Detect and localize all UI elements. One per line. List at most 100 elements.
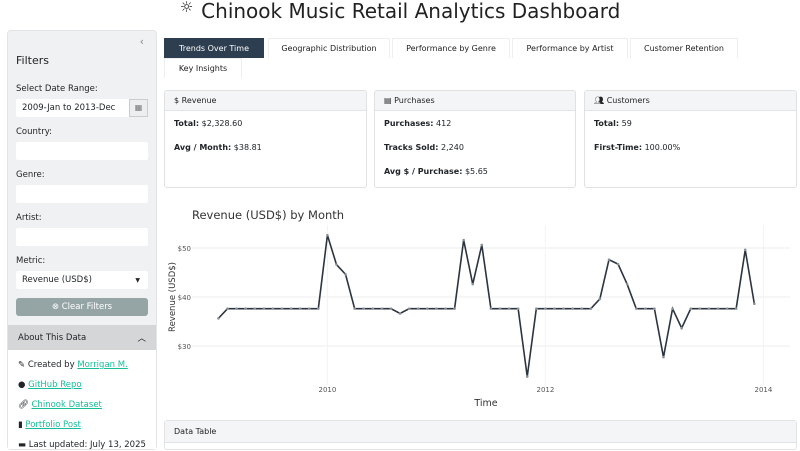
data-point — [344, 273, 347, 276]
data-point — [326, 233, 329, 237]
data-point — [371, 307, 375, 310]
data-point — [444, 307, 447, 310]
about-toggle[interactable]: About This Data ︿ — [8, 325, 156, 350]
data-point — [580, 307, 584, 310]
page-title: ☼ Chinook Music Retail Analytics Dashboar… — [179, 0, 621, 23]
data-point — [398, 312, 402, 315]
last-updated: Last updated: July 13, 2025 — [28, 440, 146, 450]
chevron-up-icon: ︿ — [137, 333, 146, 344]
calendar-icon: ▬ — [18, 440, 29, 450]
date-range-label: Select Date Range: — [16, 84, 98, 94]
x-tick-label: 2010 — [318, 386, 336, 394]
calendar-icon[interactable]: ▦ — [129, 99, 148, 117]
y-axis-label: Revenue (USD$) — [168, 262, 178, 332]
clear-icon: ⊗ — [51, 302, 62, 312]
caret-down-icon: ▼ — [135, 277, 140, 284]
data-point — [416, 307, 420, 310]
x-axis-label: Time — [473, 398, 497, 409]
data-point — [380, 307, 384, 310]
dataset-link[interactable]: Chinook Dataset — [31, 400, 102, 410]
users-icon: 👥︎ — [594, 96, 607, 105]
data-point — [616, 262, 620, 266]
data-point — [653, 307, 656, 310]
revenue-line — [217, 234, 756, 377]
github-link[interactable]: GitHub Repo — [28, 380, 82, 390]
data-point — [662, 355, 665, 359]
chevron-left-icon[interactable]: ‹ — [139, 35, 144, 48]
customers-card: 👥︎ Customers Total: 59 First-Time: 100.0… — [584, 90, 797, 188]
data-point — [625, 282, 629, 286]
github-icon: ● — [18, 380, 29, 390]
pen-icon: ✎ — [18, 360, 28, 370]
data-point — [235, 307, 238, 310]
data-point — [471, 282, 475, 286]
data-point — [707, 307, 711, 310]
data-point — [553, 307, 556, 310]
data-point — [426, 307, 429, 310]
data-point — [435, 307, 438, 310]
data-point — [716, 307, 720, 310]
tab-trends[interactable]: Trends Over Time — [164, 38, 264, 58]
data-point — [689, 307, 693, 310]
link-icon: 🔗︎ — [18, 400, 32, 410]
receipt-icon: ▤ — [384, 96, 395, 105]
data-point — [271, 307, 275, 310]
data-point — [262, 307, 266, 310]
sidebar: ‹ Filters Select Date Range: 2009-Jan to… — [7, 30, 157, 450]
data-point — [753, 302, 756, 306]
data-point — [562, 307, 565, 310]
data-table-title: Data Table — [165, 421, 796, 443]
tab-insights[interactable]: Key Insights — [164, 58, 242, 78]
purchases-card: ▤ Purchases Purchases: 412 Tracks Sold: … — [374, 90, 576, 188]
x-tick-label: 2012 — [536, 386, 554, 394]
tab-retention[interactable]: Customer Retention — [630, 38, 738, 58]
tab-artist[interactable]: Performance by Artist — [512, 38, 628, 58]
data-point — [544, 307, 547, 310]
data-point — [280, 307, 284, 310]
author-link[interactable]: Morrigan M. — [77, 360, 128, 370]
data-point — [589, 307, 593, 310]
data-point — [644, 307, 647, 310]
data-point — [535, 307, 538, 310]
artist-label: Artist: — [16, 213, 42, 223]
x-tick-label: 2014 — [754, 386, 772, 394]
data-point — [307, 307, 311, 310]
data-point — [480, 243, 484, 247]
artist-select[interactable] — [16, 228, 148, 246]
tab-genre[interactable]: Performance by Genre — [392, 38, 510, 58]
data-point — [389, 307, 393, 310]
data-point — [289, 307, 293, 310]
revenue-card: $ Revenue Total: $2,328.60 Avg / Month: … — [164, 90, 367, 188]
y-tick-label: $40 — [178, 294, 191, 302]
data-point — [353, 307, 356, 310]
data-point — [634, 307, 638, 310]
data-point — [498, 307, 502, 310]
y-tick-label: $30 — [178, 343, 191, 351]
data-point — [571, 307, 574, 310]
portfolio-link[interactable]: Portfolio Post — [25, 420, 81, 430]
data-point — [671, 307, 674, 310]
genre-label: Genre: — [16, 170, 45, 180]
data-point — [217, 317, 220, 320]
country-label: Country: — [16, 127, 53, 137]
data-point — [507, 307, 511, 310]
data-point — [525, 375, 529, 378]
date-range-input[interactable]: 2009-Jan to 2013-Dec — [16, 99, 129, 117]
chart-title: Revenue (USD$) by Month — [192, 208, 344, 222]
data-point — [253, 307, 257, 310]
clear-filters-button[interactable]: ⊗ Clear Filters — [16, 298, 148, 316]
metric-label: Metric: — [16, 256, 46, 266]
data-point — [335, 263, 338, 266]
metric-select[interactable]: Revenue (USD$) ▼ — [16, 271, 148, 289]
data-point — [244, 307, 247, 310]
data-point — [489, 307, 493, 310]
country-select[interactable] — [16, 142, 148, 160]
tab-geographic[interactable]: Geographic Distribution — [268, 38, 390, 58]
data-point — [598, 297, 602, 301]
data-point — [698, 307, 702, 310]
data-point — [607, 258, 611, 261]
genre-select[interactable] — [16, 185, 148, 203]
data-point — [743, 248, 747, 252]
filters-title: Filters — [16, 54, 49, 67]
data-point — [516, 307, 520, 310]
